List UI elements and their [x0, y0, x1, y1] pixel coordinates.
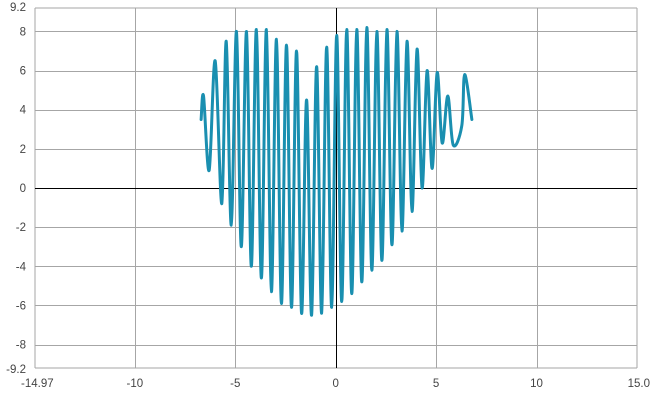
y-tick-label: -8 — [16, 340, 26, 352]
x-tick-label: 5 — [433, 378, 439, 390]
x-tick-label: 10 — [530, 378, 543, 390]
x-tick-label: -10 — [127, 378, 144, 390]
x-tick-label: -5 — [230, 378, 240, 390]
x-tick-label: -14.97 — [21, 378, 54, 390]
tick-labels: 9.2 8 6 4 2 0 -2 -4 -6 -8 -9.2 -14.97 -10 -5 0 5 10 15.0 — [6, 2, 650, 390]
y-tick-label: -4 — [16, 261, 27, 273]
x-tick-label: 15.0 — [628, 378, 650, 390]
y-tick-label: -9.2 — [6, 364, 26, 376]
y-tick-label: 2 — [20, 144, 26, 156]
series-line-0 — [199, 26, 474, 317]
y-tick-label: -6 — [16, 300, 26, 312]
y-tick-label: 8 — [20, 26, 26, 38]
x-tick-label: 0 — [332, 378, 338, 390]
y-tick-label: 9.2 — [10, 2, 26, 14]
data-series — [199, 26, 474, 317]
y-tick-label: -2 — [16, 222, 26, 234]
y-tick-label: 4 — [20, 105, 27, 117]
y-tick-label: 0 — [20, 183, 26, 195]
y-tick-label: 6 — [20, 66, 26, 78]
